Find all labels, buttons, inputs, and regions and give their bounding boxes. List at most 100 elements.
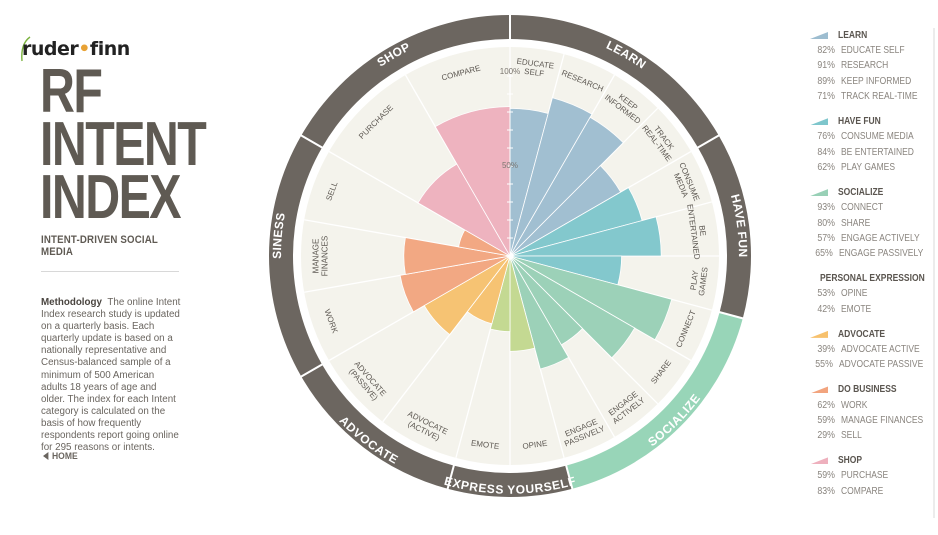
legend-value: 55% [815,359,833,371]
legend-header: SOCIALIZE [806,185,938,200]
item-label-line: MANAGE [312,239,321,274]
legend-row: 53% OPINE [806,286,938,301]
item-label: OPINE [522,439,548,451]
legend-row: 89% KEEP INFORMED [806,74,938,89]
legend: LEARN 82% EDUCATE SELF 91% RESEARCH 89% KEEP I… [806,28,938,528]
left-panel: ruder•finn RF INTENT INDEX INTENT-DRIVEN… [0,0,207,535]
legend-group: ADVOCATE 39% ADVOCATE ACTIVE 55% ADVOCATE PA… [806,327,938,373]
legend-item-label: ENGAGE ACTIVELY [841,232,920,244]
methodology-heading: Methodology [41,297,102,308]
legend-row: 59% PURCHASE [806,468,938,483]
item-label-line: FINANCES [321,236,330,276]
item-label: PLAYGAMES [688,265,710,296]
legend-item-label: TRACK REAL-TIME [841,91,918,103]
legend-category-name: HAVE FUN [838,116,881,128]
ring-segment-advocate [301,364,454,489]
arrow-left-icon [43,452,49,460]
ring-segment-express-yourself [447,465,573,498]
legend-value: 65% [815,248,833,260]
legend-item-label: ENGAGE PASSIVELY [838,248,924,260]
legend-row: 39% ADVOCATE ACTIVE [806,342,938,357]
legend-row: 65% ENGAGE PASSIVELY [806,246,938,261]
bar-research [509,97,593,257]
radial-axis: 100% 50% [500,67,520,256]
legend-item-label: BE ENTERTAINED [841,146,914,158]
brand-logo[interactable]: ruder•finn [22,38,130,60]
legend-header: SHOP [806,453,938,468]
legend-item-label: WORK [841,399,868,411]
ring-segment-do-business [269,135,323,377]
brand-name-left: ruder [22,38,79,60]
ring-label-path: DO BUSINESS [0,0,288,259]
legend-value: 62% [817,399,835,411]
legend-group: SHOP 59% PURCHASE 83% COMPARE [806,453,938,499]
axis-label-50: 50% [502,161,518,170]
legend-row: 80% SHARE [806,215,938,230]
brand-name-right: finn [89,38,130,60]
legend-row: 42% EMOTE [806,302,938,317]
chart-bars [399,97,673,370]
legend-header: LEARN [806,28,938,43]
item-label: MANAGEFINANCES [312,236,330,276]
axis-label-100: 100% [500,67,520,76]
legend-item-label: ADVOCATE PASSIVE [838,359,924,371]
legend-swatch-icon [810,189,828,197]
legend-category-name: SOCIALIZE [838,187,884,199]
legend-header: PERSONAL EXPRESSION [806,271,938,286]
legend-value: 71% [817,91,835,103]
legend-value: 59% [817,470,835,482]
bar-engage-passively [509,255,570,370]
legend-item-label: OPINE [841,288,868,300]
legend-row: 91% RESEARCH [806,58,938,73]
legend-item-label: KEEP INFORMED [841,75,912,87]
ring-divider [446,464,456,491]
legend-swatch-icon [810,118,828,126]
legend-item-label: ADVOCATE ACTIVE [841,344,920,355]
ring-divider [299,363,324,378]
legend-swatch-icon [810,386,828,394]
legend-value: 53% [817,288,835,300]
item-label-line: OPINE [522,439,548,451]
legend-edge [933,28,935,518]
legend-row: 83% COMPARE [806,484,938,499]
brand-dot: • [78,38,90,60]
legend-value: 62% [817,161,835,173]
home-link[interactable]: HOME [43,451,78,462]
legend-item-label: EDUCATE SELF [841,45,905,57]
page-title: RF INTENT INDEX [40,61,207,229]
ring-segment-socialize [566,312,743,489]
legend-header: ADVOCATE [806,327,938,342]
legend-value: 84% [817,146,835,158]
bar-work [399,255,511,313]
legend-category-name: LEARN [838,30,868,41]
legend-item-label: CONSUME MEDIA [841,131,914,143]
legend-item-label: CONNECT [841,202,884,214]
legend-group: HAVE FUN 76% CONSUME MEDIA 84% BE ENTERTAINE… [806,114,938,175]
ring-divider [718,310,745,320]
ring-segment-learn [510,15,719,148]
ring-segment-have-fun [697,135,752,319]
legend-value: 82% [817,45,835,57]
ring-divider [299,134,324,149]
legend-value: 29% [817,430,835,442]
ring-label-do-business: DO BUSINESS [0,0,288,259]
legend-row: 62% WORK [806,397,938,412]
legend-category-name: PERSONAL EXPRESSION [820,273,925,285]
legend-value: 39% [817,344,835,355]
item-label-line: SELF [524,67,545,79]
divider [41,271,179,272]
legend-swatch-icon [810,457,828,465]
legend-item-label: EMOTE [841,303,872,315]
bar-be-entertained [509,216,662,257]
legend-row: 76% CONSUME MEDIA [806,129,938,144]
legend-row: 29% SELL [806,428,938,443]
legend-value: 59% [817,414,835,426]
legend-value: 57% [817,232,835,244]
legend-swatch-icon [810,330,828,338]
legend-value: 89% [817,75,835,87]
legend-category-name: SHOP [838,455,863,467]
title-line: INTENT [40,110,207,179]
legend-category-name: ADVOCATE [838,328,886,340]
item-label: EDUCATESELF [515,57,555,80]
